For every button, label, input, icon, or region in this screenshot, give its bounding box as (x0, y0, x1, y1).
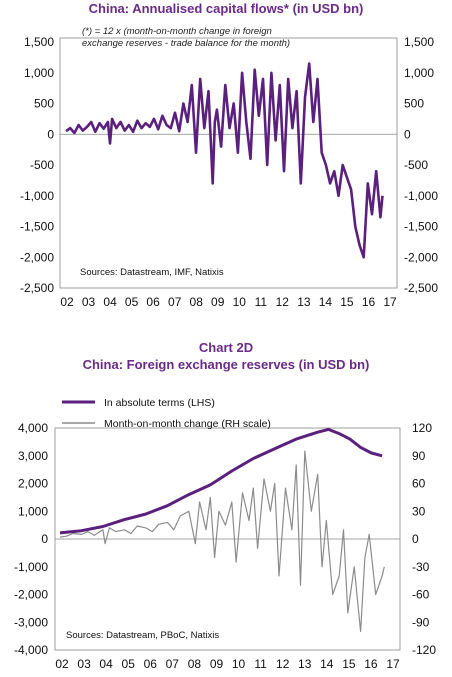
chart2-y-right-tick-label: -60 (412, 588, 430, 602)
chart2-y-right-tick-label: 30 (412, 504, 426, 518)
chart2-y-left-tick-label: 3,000 (18, 449, 48, 463)
chart2-x-tick-label: 13 (298, 657, 312, 671)
chart2-source: Sources: Datastream, PBoC, Natixis (66, 630, 219, 641)
chart2-y-axis-left: 4,000 3,000 2,000 1,000 0 -1,000 -2,000 -3,000 -… (14, 421, 48, 657)
chart2-y-right-tick-label: 90 (412, 449, 426, 463)
chart1-source: Sources: Datastream, IMF, Natixis (80, 267, 224, 278)
chart2-x-axis: 02 03 04 05 06 07 08 09 10 11 12 13 14 15 16 17 (55, 657, 400, 671)
chart1-x-tick-label: 11 (255, 295, 268, 309)
chart2-y-right-tick-label: -30 (412, 560, 430, 574)
chart2-x-tick-label: 08 (188, 657, 202, 671)
chart1-plot-frame (59, 37, 398, 289)
chart2-x-tick-label: 05 (122, 657, 136, 671)
chart2-y-left-tick-label: -1,000 (14, 560, 48, 574)
chart1-y-right-tick-label: -1,500 (404, 220, 438, 234)
chart1-note-line2: exchange reserves - trade balance for th… (82, 38, 290, 49)
chart2-x-tick-label: 12 (276, 657, 290, 671)
chart2-y-left-tick-label: 2,000 (18, 477, 48, 491)
chart2-y-right-tick-label: 0 (412, 532, 419, 546)
chart1-y-axis-left: 1,500 1,000 500 0 -500 -1,000 -1,500 -2,000 -2,5… (20, 35, 54, 295)
chart1-y-axis-right: 1,500 1,000 500 0 -500 -1,000 -1,500 -2,000 -2,5… (404, 35, 438, 295)
chart2-y-right-tick-label: 60 (412, 477, 426, 491)
chart1-y-left-tick-label: -2,000 (20, 250, 54, 264)
chart1-note-line1: (*) = 12 x (month-on-month change in for… (82, 26, 272, 37)
chart2-x-tick-label: 07 (166, 657, 180, 671)
chart2-x-tick-label: 11 (254, 657, 267, 671)
chart2-title-line2: China: Foreign exchange reserves (in USD… (83, 357, 370, 372)
chart2-y-left-tick-label: -3,000 (14, 615, 48, 629)
chart1-y-left-tick-label: 500 (34, 97, 54, 111)
chart1-x-tick-label: 17 (383, 295, 397, 309)
chart1-x-tick-label: 07 (168, 295, 182, 309)
chart1-x-tick-label: 04 (103, 295, 117, 309)
chart1-x-tick-label: 02 (60, 295, 74, 309)
chart1-y-right-tick-label: 1,000 (404, 66, 434, 80)
chart1-x-tick-label: 12 (276, 295, 290, 309)
chart1-x-tick-label: 09 (211, 295, 225, 309)
chart1-title: China: Annualised capital flows* (in USD… (89, 1, 364, 16)
chart2-y-right-tick-label: -120 (412, 643, 436, 657)
chart1-x-tick-label: 15 (340, 295, 354, 309)
legend-label-mom: Month-on-month change (RH scale) (104, 418, 271, 430)
chart1-y-right-tick-label: -2,500 (404, 281, 438, 295)
chart2-x-tick-label: 09 (210, 657, 224, 671)
chart1-y-left-tick-label: -2,500 (20, 281, 54, 295)
chart2-x-tick-label: 04 (99, 657, 113, 671)
chart2-series-absolute-line (59, 427, 383, 535)
chart1-y-right-tick-label: 1,500 (404, 35, 434, 49)
chart1-y-left-tick-label: -1,000 (20, 189, 54, 203)
chart1-y-left-tick-label: -1,500 (20, 220, 54, 234)
chart1-x-tick-label: 10 (233, 295, 247, 309)
chart1-x-tick-label: 16 (362, 295, 376, 309)
chart2-x-tick-label: 03 (77, 657, 91, 671)
chart1-x-tick-label: 05 (125, 295, 139, 309)
chart1-y-right-tick-label: 500 (404, 97, 424, 111)
chart2-x-tick-label: 10 (232, 657, 246, 671)
chart2-x-tick-label: 17 (386, 657, 400, 671)
chart2-y-left-tick-label: 0 (41, 532, 48, 546)
chart2-title-line1: Chart 2D (199, 340, 253, 355)
chart2-x-tick-label: 06 (144, 657, 158, 671)
chart2-x-tick-label: 02 (55, 657, 69, 671)
chart2-x-tick-label: 14 (320, 657, 334, 671)
chart1-y-right-tick-label: 0 (404, 127, 411, 141)
chart1-y-right-tick-label: -500 (404, 158, 428, 172)
chart2-x-tick-label: 16 (364, 657, 378, 671)
chart2-y-right-tick-label: -90 (412, 615, 430, 629)
chart1-x-tick-label: 06 (146, 295, 160, 309)
chart2-y-axis-right: 120 90 60 30 0 -30 -60 -90 -120 (412, 421, 436, 657)
chart2-x-tick-label: 15 (342, 657, 356, 671)
chart2-y-left-tick-label: 4,000 (18, 421, 48, 435)
chart1-y-left-tick-label: 0 (47, 127, 54, 141)
chart1-x-tick-label: 08 (190, 295, 204, 309)
chart2-y-left-tick-label: -4,000 (14, 643, 48, 657)
chart1-x-tick-label: 13 (297, 295, 311, 309)
chart1-x-tick-label: 03 (82, 295, 96, 309)
chart1-y-right-tick-label: -1,000 (404, 189, 438, 203)
chart1-x-tick-label: 14 (319, 295, 333, 309)
chart1-y-left-tick-label: 1,000 (24, 66, 54, 80)
chart2-series-mom-line (59, 450, 385, 633)
legend-label-absolute: In absolute terms (LHS) (104, 397, 215, 409)
chart2-y-left-tick-label: 1,000 (18, 504, 48, 518)
chart1-series-line (65, 62, 384, 259)
chart1-y-left-tick-label: 1,500 (24, 35, 54, 49)
chart1-y-left-tick-label: -500 (30, 158, 54, 172)
chart2-y-right-tick-label: 120 (412, 421, 432, 435)
chart1-y-right-tick-label: -2,000 (404, 250, 438, 264)
chart2-y-left-tick-label: -2,000 (14, 588, 48, 602)
chart1-x-axis: 02 03 04 05 06 07 08 09 10 11 12 13 14 15 16 17 (60, 295, 397, 309)
